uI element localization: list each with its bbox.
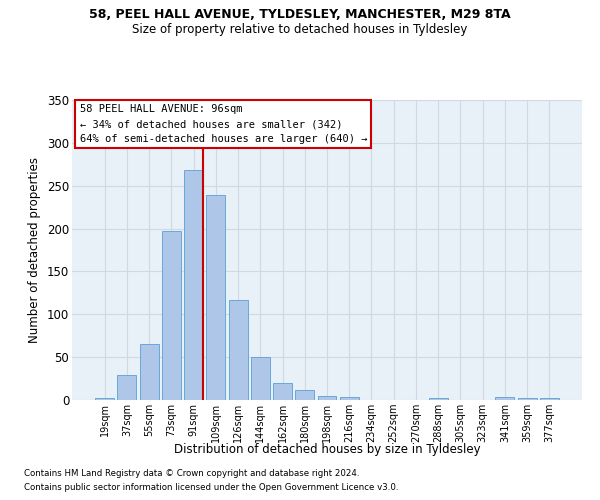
Bar — [118, 375, 136, 400]
Bar — [140, 344, 158, 400]
Bar — [251, 357, 270, 400]
Y-axis label: Number of detached properties: Number of detached properties — [28, 157, 41, 343]
Bar — [340, 396, 359, 400]
Text: Distribution of detached houses by size in Tyldesley: Distribution of detached houses by size … — [173, 442, 481, 456]
Bar — [317, 396, 337, 400]
Bar — [229, 300, 248, 400]
Bar — [95, 398, 114, 400]
Text: 58 PEEL HALL AVENUE: 96sqm
← 34% of detached houses are smaller (342)
64% of sem: 58 PEEL HALL AVENUE: 96sqm ← 34% of deta… — [80, 104, 367, 144]
Bar — [184, 170, 203, 400]
Bar — [518, 398, 536, 400]
Bar — [496, 398, 514, 400]
Text: 58, PEEL HALL AVENUE, TYLDESLEY, MANCHESTER, M29 8TA: 58, PEEL HALL AVENUE, TYLDESLEY, MANCHES… — [89, 8, 511, 20]
Bar — [540, 398, 559, 400]
Bar — [295, 390, 314, 400]
Bar — [429, 398, 448, 400]
Bar — [206, 195, 225, 400]
Text: Contains HM Land Registry data © Crown copyright and database right 2024.: Contains HM Land Registry data © Crown c… — [24, 468, 359, 477]
Bar — [162, 231, 181, 400]
Text: Contains public sector information licensed under the Open Government Licence v3: Contains public sector information licen… — [24, 484, 398, 492]
Text: Size of property relative to detached houses in Tyldesley: Size of property relative to detached ho… — [133, 22, 467, 36]
Bar — [273, 383, 292, 400]
